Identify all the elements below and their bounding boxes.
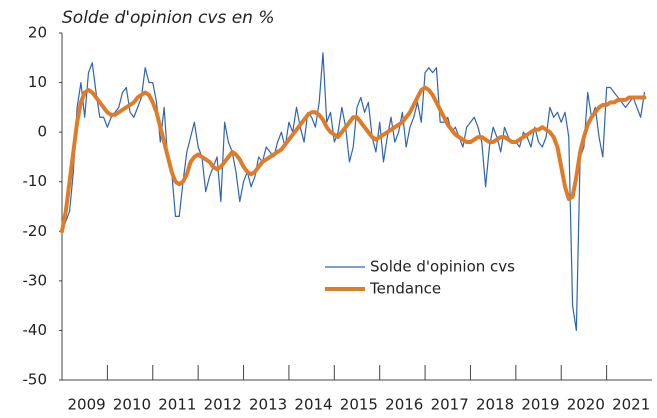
x-tick-label: 2010 <box>113 396 151 414</box>
y-tick-label: 10 <box>28 73 47 91</box>
y-tick-label: -30 <box>23 271 48 289</box>
x-tick-label: 2009 <box>67 396 105 414</box>
x-tick-label: 2019 <box>521 396 559 414</box>
series-line <box>60 85 647 234</box>
x-tick-label: 2013 <box>249 396 287 414</box>
chart-title: Solde d'opinion cvs en % <box>62 8 274 28</box>
x-tick-label: 2021 <box>612 396 650 414</box>
x-tick-label: 2011 <box>158 396 196 414</box>
x-tick-label: 2014 <box>294 396 332 414</box>
y-tick-label: -10 <box>23 172 48 190</box>
y-tick-label: -40 <box>23 321 48 339</box>
legend-label: Tendance <box>369 280 441 298</box>
x-tick-label: 2015 <box>340 396 378 414</box>
x-tick-label: 2012 <box>204 396 242 414</box>
y-tick-label: -50 <box>23 371 48 389</box>
legend-label: Solde d'opinion cvs <box>370 258 515 276</box>
x-tick-label: 2020 <box>567 396 605 414</box>
y-tick-label: -20 <box>23 222 48 240</box>
x-tick-label: 2016 <box>385 396 423 414</box>
x-tick-label: 2017 <box>431 396 469 414</box>
x-tick-label: 2018 <box>476 396 514 414</box>
y-tick-label: 0 <box>37 123 47 141</box>
y-tick-label: 20 <box>28 24 47 42</box>
